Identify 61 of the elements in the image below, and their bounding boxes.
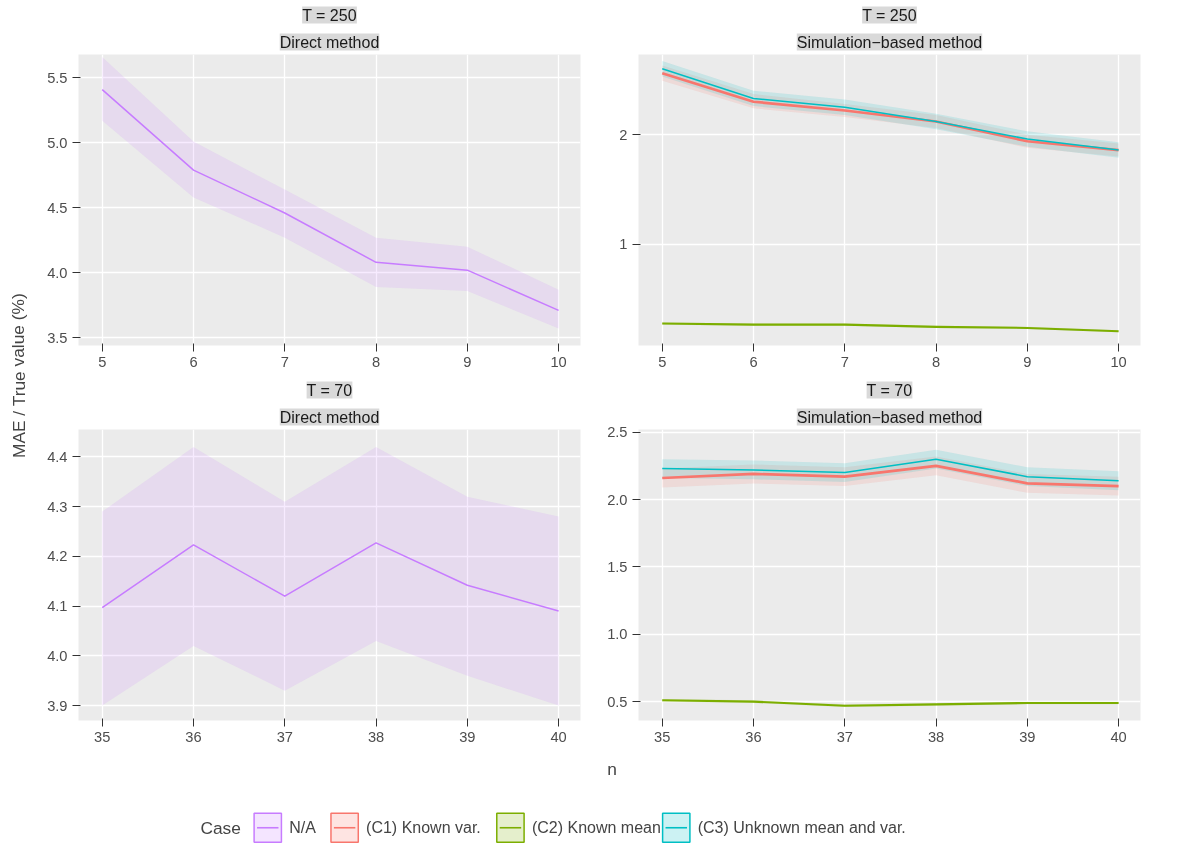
legend-title: Case [200,817,241,838]
legend-label: (C2) Known mean [531,819,661,837]
y-tick-label: 2 [619,126,628,143]
y-tick-label: 1.0 [607,626,628,643]
line-series [661,458,1120,482]
chart-title: T = 250 [302,6,357,24]
x-tick-label: 8 [371,353,381,370]
y-tick-label: 4.4 [47,448,68,465]
x-tick-label: 39 [459,728,476,745]
y-tick-label: 4.3 [47,498,68,515]
x-tick-label: 7 [280,353,289,370]
x-tick-label: 5 [98,353,107,370]
line-series [101,88,560,312]
chart-title: T = 70 [866,381,913,399]
chart-subtitle: Simulation−based method [796,408,983,426]
line-series [101,542,560,612]
x-tick-label: 36 [745,728,762,745]
x-tick-label: 39 [1019,728,1036,745]
y-axis-title: MAE / True value (%) [8,293,29,458]
x-tick-label: 35 [94,728,111,745]
x-tick-label: 35 [654,728,671,745]
chart-subtitle: Direct method [279,408,380,426]
x-tick-label: 38 [927,728,945,745]
x-tick-label: 6 [749,353,758,370]
y-tick-label: 5.0 [47,134,68,151]
x-tick-label: 40 [1110,728,1127,745]
y-tick-label: 4.0 [47,647,68,664]
x-tick-label: 6 [189,353,198,370]
y-tick-label: 3.5 [47,329,68,346]
legend-label: (C3) Unknown mean and var. [697,819,906,837]
x-tick-label: 36 [185,728,202,745]
x-tick-label: 10 [550,353,567,370]
x-tick-label: 40 [550,728,567,745]
x-tick-label: 7 [840,353,849,370]
y-tick-label: 4.1 [47,598,68,615]
x-tick-label: 10 [1110,353,1127,370]
chart-title: T = 250 [862,6,917,24]
x-tick-label: 9 [1023,353,1032,370]
x-tick-label: 37 [836,728,853,745]
x-tick-label: 8 [931,353,941,370]
y-tick-label: 4.2 [47,548,68,565]
chart-title: T = 70 [306,381,353,399]
line-series [660,464,1120,488]
chart-subtitle: Direct method [279,33,380,51]
y-tick-label: 2.0 [607,491,628,508]
y-tick-label: 2.5 [607,424,628,441]
y-tick-label: 4.0 [47,264,68,281]
chart-subtitle: Simulation−based method [796,33,983,51]
x-tick-label: 37 [276,728,293,745]
x-tick-label: 5 [658,353,667,370]
y-tick-label: 3.9 [47,697,68,714]
y-tick-label: 4.5 [47,199,68,216]
x-tick-label: 38 [367,728,385,745]
y-tick-label: 1.5 [607,558,628,575]
legend-label: N/A [289,819,317,837]
y-tick-label: 1 [619,236,628,253]
legend-label: (C1) Known var. [366,819,481,837]
y-tick-label: 0.5 [607,693,628,710]
y-tick-label: 5.5 [47,69,68,86]
x-tick-label: 9 [463,353,472,370]
x-axis-title: n [607,759,617,780]
